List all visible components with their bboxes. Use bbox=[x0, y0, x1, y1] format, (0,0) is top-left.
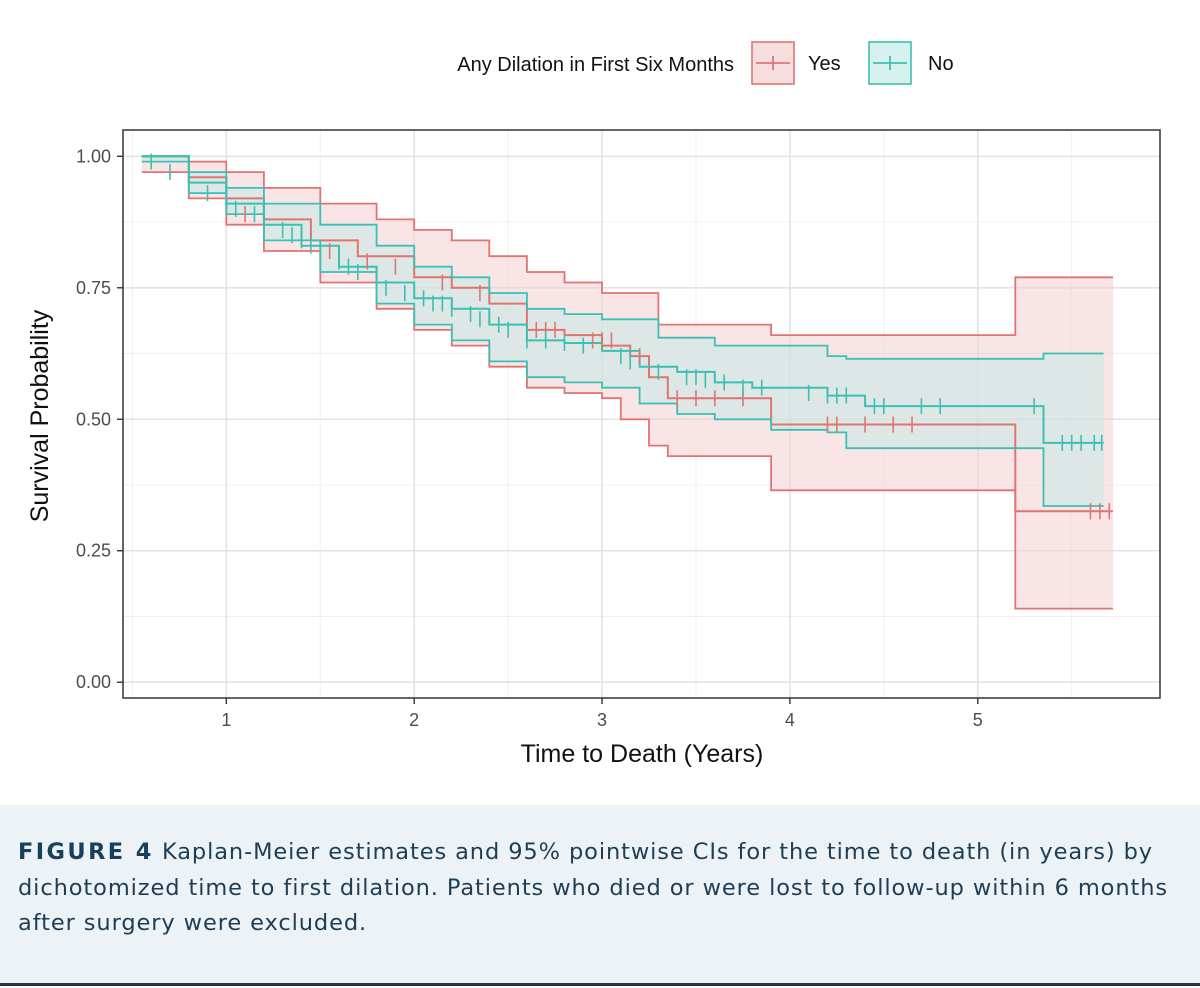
ci-upper-line-yes bbox=[141, 155, 1113, 336]
kaplan-meier-chart: 0.00 0.25 0.50 0.75 1.00 1 2 3 4 5 Time to Death… bbox=[26, 41, 1161, 768]
x-tick-label: 2 bbox=[409, 710, 419, 730]
legend-key-yes bbox=[751, 41, 795, 85]
y-tick-label: 0.25 bbox=[76, 541, 111, 561]
censor-marks bbox=[150, 153, 1111, 520]
y-tick-label: 0.00 bbox=[76, 672, 111, 692]
y-axis-ticks: 0.00 0.25 0.50 0.75 1.00 bbox=[76, 146, 123, 692]
figure-caption: FIGURE 4 Kaplan-Meier estimates and 95% … bbox=[0, 805, 1200, 983]
ci-band-no bbox=[141, 156, 1104, 507]
legend: Any Dilation in First Six Months Yes No bbox=[457, 41, 954, 85]
caption-text-block: FIGURE 4 Kaplan-Meier estimates and 95% … bbox=[18, 835, 1180, 942]
legend-key-no bbox=[868, 41, 912, 85]
y-axis-title: Survival Probability bbox=[26, 309, 54, 522]
bottom-rule bbox=[0, 983, 1200, 986]
x-tick-label: 3 bbox=[597, 710, 607, 730]
confidence-bands bbox=[141, 156, 1114, 609]
legend-title: Any Dilation in First Six Months bbox=[457, 54, 734, 76]
x-axis-ticks: 1 2 3 4 5 bbox=[221, 698, 983, 730]
legend-label-yes: Yes bbox=[808, 53, 841, 75]
y-tick-label: 0.75 bbox=[76, 278, 111, 298]
x-tick-label: 1 bbox=[221, 710, 231, 730]
plot-frame bbox=[122, 129, 1161, 699]
legend-label-no: No bbox=[928, 53, 954, 75]
caption-body: Kaplan-Meier estimates and 95% pointwise… bbox=[18, 839, 1169, 936]
y-tick-label: 1.00 bbox=[76, 146, 111, 166]
x-tick-label: 4 bbox=[785, 710, 795, 730]
plot-border bbox=[122, 129, 1161, 699]
x-axis-title: Time to Death (Years) bbox=[521, 740, 764, 768]
y-tick-label: 0.50 bbox=[76, 409, 111, 429]
ci-upper-line-no bbox=[141, 155, 1104, 360]
axes: 0.00 0.25 0.50 0.75 1.00 1 2 3 4 5 Time to Death… bbox=[26, 146, 983, 768]
figure-label: FIGURE 4 bbox=[18, 839, 154, 865]
x-tick-label: 5 bbox=[973, 710, 983, 730]
